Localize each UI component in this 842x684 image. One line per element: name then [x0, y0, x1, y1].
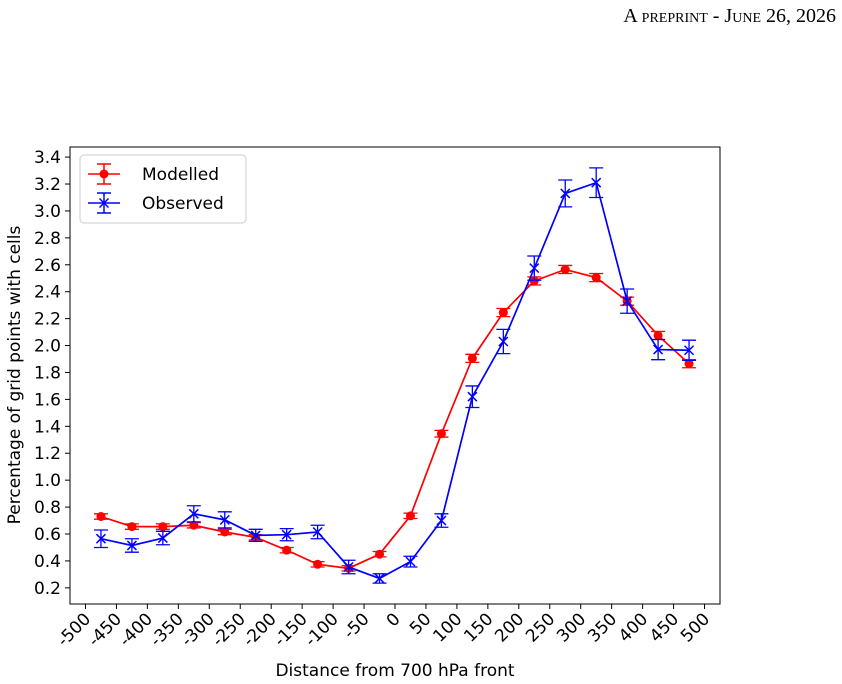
- legend-marker: [99, 169, 109, 179]
- x-tick-label: -50: [340, 609, 374, 643]
- marker: [343, 561, 354, 573]
- series: [93, 167, 697, 584]
- x-tick-label: -400: [115, 609, 156, 650]
- marker: [313, 559, 323, 569]
- marker: [591, 273, 601, 283]
- y-tick-label: 3.2: [34, 175, 61, 195]
- y-tick-label: 1.6: [34, 390, 61, 410]
- y-tick-label: 0.8: [34, 498, 61, 518]
- y-tick-label: 2.2: [34, 310, 61, 330]
- x-tick-label: -200: [239, 609, 280, 650]
- marker: [498, 336, 509, 347]
- x-tick-label: -100: [301, 609, 342, 650]
- marker: [653, 344, 664, 355]
- y-tick-label: 3.0: [34, 202, 61, 222]
- marker: [219, 514, 230, 525]
- marker: [436, 515, 447, 526]
- x-tick-label: -350: [146, 609, 187, 650]
- x-tick-label: -250: [208, 609, 249, 650]
- marker: [312, 526, 323, 538]
- legend-label: Modelled: [142, 165, 219, 185]
- y-tick-label: 0.4: [34, 552, 61, 572]
- x-tick-label: 400: [615, 609, 652, 646]
- marker: [96, 512, 106, 522]
- x-tick-label: 150: [460, 609, 497, 646]
- marker: [375, 549, 385, 559]
- x-tick-label: 300: [553, 609, 590, 646]
- marker: [684, 345, 695, 356]
- marker: [622, 296, 633, 307]
- x-tick-label: -150: [270, 609, 311, 650]
- marker: [467, 391, 478, 402]
- marker: [498, 308, 508, 318]
- marker: [374, 573, 385, 584]
- legend-label: Observed: [142, 194, 224, 214]
- y-tick-label: 2.8: [34, 229, 61, 249]
- y-tick-label: 1.0: [34, 471, 61, 491]
- series: [93, 264, 697, 573]
- x-tick-label: -300: [177, 609, 218, 650]
- marker: [529, 276, 539, 286]
- y-axis-label: Percentage of grid points with cells: [5, 226, 25, 525]
- x-tick-label: 500: [677, 609, 714, 646]
- page-header: A preprint - June 26, 2026: [623, 5, 836, 27]
- marker: [467, 353, 477, 363]
- y-tick-label: 0.6: [34, 525, 61, 545]
- marker: [560, 188, 571, 199]
- y-tick-label: 2.4: [34, 283, 61, 303]
- marker: [281, 529, 292, 540]
- y-tick-label: 1.4: [34, 417, 61, 437]
- marker: [560, 264, 570, 274]
- marker: [250, 530, 261, 541]
- legend-item: Modelled: [88, 163, 219, 185]
- x-tick-label: 350: [584, 609, 621, 646]
- x-tick-label: 100: [429, 609, 466, 646]
- marker: [158, 522, 168, 532]
- x-tick-label: -500: [54, 609, 95, 650]
- y-tick-label: 3.4: [34, 148, 61, 168]
- y-tick-label: 0.2: [34, 579, 61, 599]
- y-tick-label: 1.8: [34, 363, 61, 383]
- marker: [684, 359, 694, 369]
- marker: [220, 527, 230, 537]
- marker: [529, 263, 540, 274]
- x-tick-label: -450: [85, 609, 126, 650]
- marker: [189, 520, 199, 530]
- marker: [157, 533, 168, 544]
- x-tick-label: 250: [522, 609, 559, 646]
- x-tick-label: 450: [646, 609, 683, 646]
- legend-item: Observed: [88, 192, 224, 214]
- marker: [405, 511, 415, 521]
- marker: [405, 556, 416, 567]
- y-tick-label: 1.2: [34, 444, 61, 464]
- series-line: [100, 268, 690, 570]
- marker: [282, 545, 292, 555]
- y-tick-label: 2.6: [34, 256, 61, 276]
- marker: [127, 522, 137, 532]
- marker: [653, 330, 663, 340]
- marker: [126, 540, 137, 551]
- legend: Modelled Observed: [79, 154, 247, 224]
- marker: [591, 177, 602, 188]
- legend-box: [79, 154, 247, 224]
- marker: [188, 508, 199, 519]
- x-axis-label: Distance from 700 hPa front: [275, 661, 514, 681]
- x-tick-label: 200: [491, 609, 528, 646]
- marker: [95, 533, 106, 544]
- series-line: [100, 181, 690, 580]
- y-tick-label: 2.0: [34, 337, 61, 357]
- legend-marker: [98, 197, 110, 209]
- marker: [436, 429, 446, 439]
- x-tick-label: 0: [383, 609, 405, 631]
